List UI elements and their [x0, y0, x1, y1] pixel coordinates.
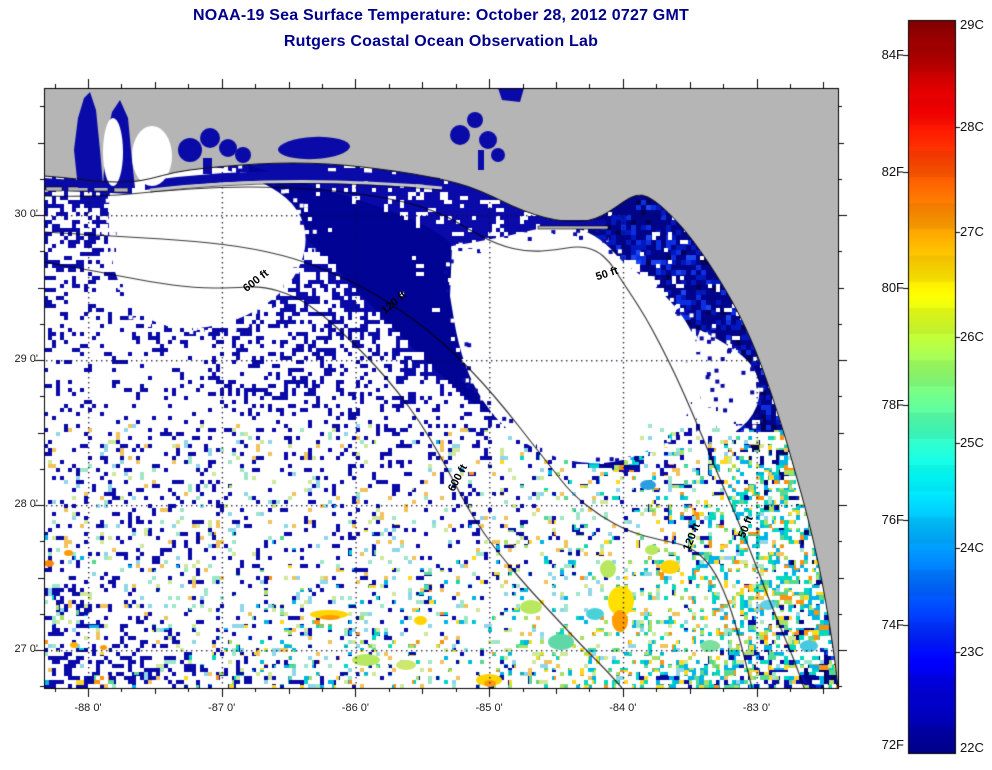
figure-subtitle: Rutgers Coastal Ocean Observation Lab — [283, 33, 599, 50]
colorbar-label-celsius: 22C — [960, 739, 984, 755]
x-axis-tick-label: -86 0' — [341, 702, 369, 714]
colorbar-label-fahrenheit: 72F — [881, 736, 904, 752]
colorbar-label-fahrenheit: 84F — [881, 47, 904, 63]
colorbar-label-fahrenheit: 78F — [881, 396, 904, 412]
colorbar-label-celsius: 29C — [960, 17, 984, 33]
colorbar-label-celsius: 24C — [960, 539, 984, 555]
x-axis-tick-label: -87 0' — [208, 702, 236, 714]
colorbar-label-celsius: 27C — [960, 223, 984, 239]
colorbar-label-fahrenheit: 74F — [881, 616, 904, 632]
colorbar-label-fahrenheit: 80F — [881, 280, 904, 296]
y-axis-tick-label: 29 0' — [14, 353, 38, 365]
colorbar-label-celsius: 25C — [960, 434, 984, 450]
figure-title: NOAA-19 Sea Surface Temperature: October… — [193, 7, 689, 24]
colorbar-label-celsius: 23C — [960, 643, 984, 659]
colorbar-label-fahrenheit: 82F — [881, 163, 904, 179]
x-axis-tick-label: -83 0' — [742, 702, 771, 714]
x-axis-tick-label: -88 0' — [74, 702, 102, 714]
y-axis-tick-label: 28 0' — [14, 498, 38, 510]
colorbar-label-celsius: 26C — [960, 328, 984, 344]
colorbar-label-celsius: 28C — [960, 119, 984, 135]
x-axis-tick-label: -84 0' — [609, 702, 637, 714]
y-axis-tick-label: 27 0' — [14, 643, 38, 655]
colorbar-label-fahrenheit: 76F — [881, 511, 904, 527]
x-axis-tick-label: -85 0' — [475, 702, 503, 714]
y-axis-tick-label: 30 0' — [14, 208, 38, 220]
